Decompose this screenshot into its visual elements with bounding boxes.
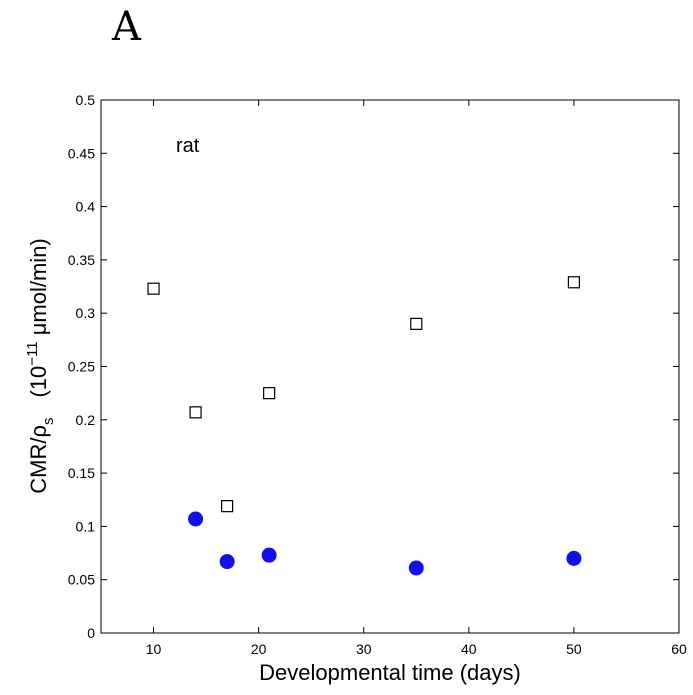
y-tick-label: 0.4 bbox=[76, 199, 96, 215]
data-point-square bbox=[221, 500, 234, 513]
x-tick-label: 40 bbox=[461, 641, 477, 657]
data-point-square bbox=[410, 317, 423, 330]
x-tick-label: 60 bbox=[671, 641, 687, 657]
data-point-square bbox=[263, 387, 276, 400]
y-tick-label: 0.5 bbox=[76, 92, 96, 108]
y-axis-label-prefix: CMR/ρ bbox=[26, 425, 51, 494]
y-tick-label: 0.05 bbox=[68, 572, 95, 588]
data-point-circle bbox=[566, 550, 582, 566]
y-axis-label-subscript: s bbox=[40, 418, 57, 426]
y-tick-label: 0.15 bbox=[68, 465, 95, 481]
y-tick-label: 0.1 bbox=[76, 518, 96, 534]
y-axis-label-exponent: −11 bbox=[24, 341, 41, 365]
data-point-square bbox=[567, 276, 581, 289]
data-point-square bbox=[147, 282, 160, 295]
data-markers bbox=[147, 276, 582, 576]
data-point-circle bbox=[219, 554, 235, 570]
annotation-rat: rat bbox=[176, 135, 200, 157]
panel-label: A bbox=[111, 4, 142, 50]
y-axis-label-unit-open: (10 bbox=[26, 366, 51, 398]
data-point-circle bbox=[261, 547, 277, 563]
x-axis: 10 20 30 40 50 60 bbox=[146, 100, 687, 657]
y-axis-label: CMR/ρs (10−11 μmol/min) bbox=[24, 238, 57, 494]
plot-area-frame bbox=[100, 99, 680, 634]
y-tick-label: 0.35 bbox=[68, 252, 95, 268]
y-axis-label-unit-close: μmol/min) bbox=[26, 238, 51, 341]
y-tick-label: 0.25 bbox=[68, 359, 95, 375]
x-tick-label: 10 bbox=[146, 641, 162, 657]
y-axis: 0 0.05 0.1 0.15 0.2 0.25 0.3 0.35 0.4 0.45 0.5 bbox=[68, 92, 679, 641]
data-point-circle bbox=[408, 560, 424, 576]
data-point-circle bbox=[188, 511, 204, 527]
y-tick-label: 0.45 bbox=[68, 145, 95, 161]
y-tick-label: 0 bbox=[87, 625, 95, 641]
x-tick-label: 30 bbox=[356, 641, 372, 657]
y-tick-label: 0.2 bbox=[76, 412, 96, 428]
x-tick-label: 20 bbox=[251, 641, 267, 657]
y-tick-label: 0.3 bbox=[76, 305, 96, 321]
x-axis-label: Developmental time (days) bbox=[259, 660, 521, 685]
data-point-square bbox=[189, 406, 202, 419]
x-tick-label: 50 bbox=[566, 641, 582, 657]
